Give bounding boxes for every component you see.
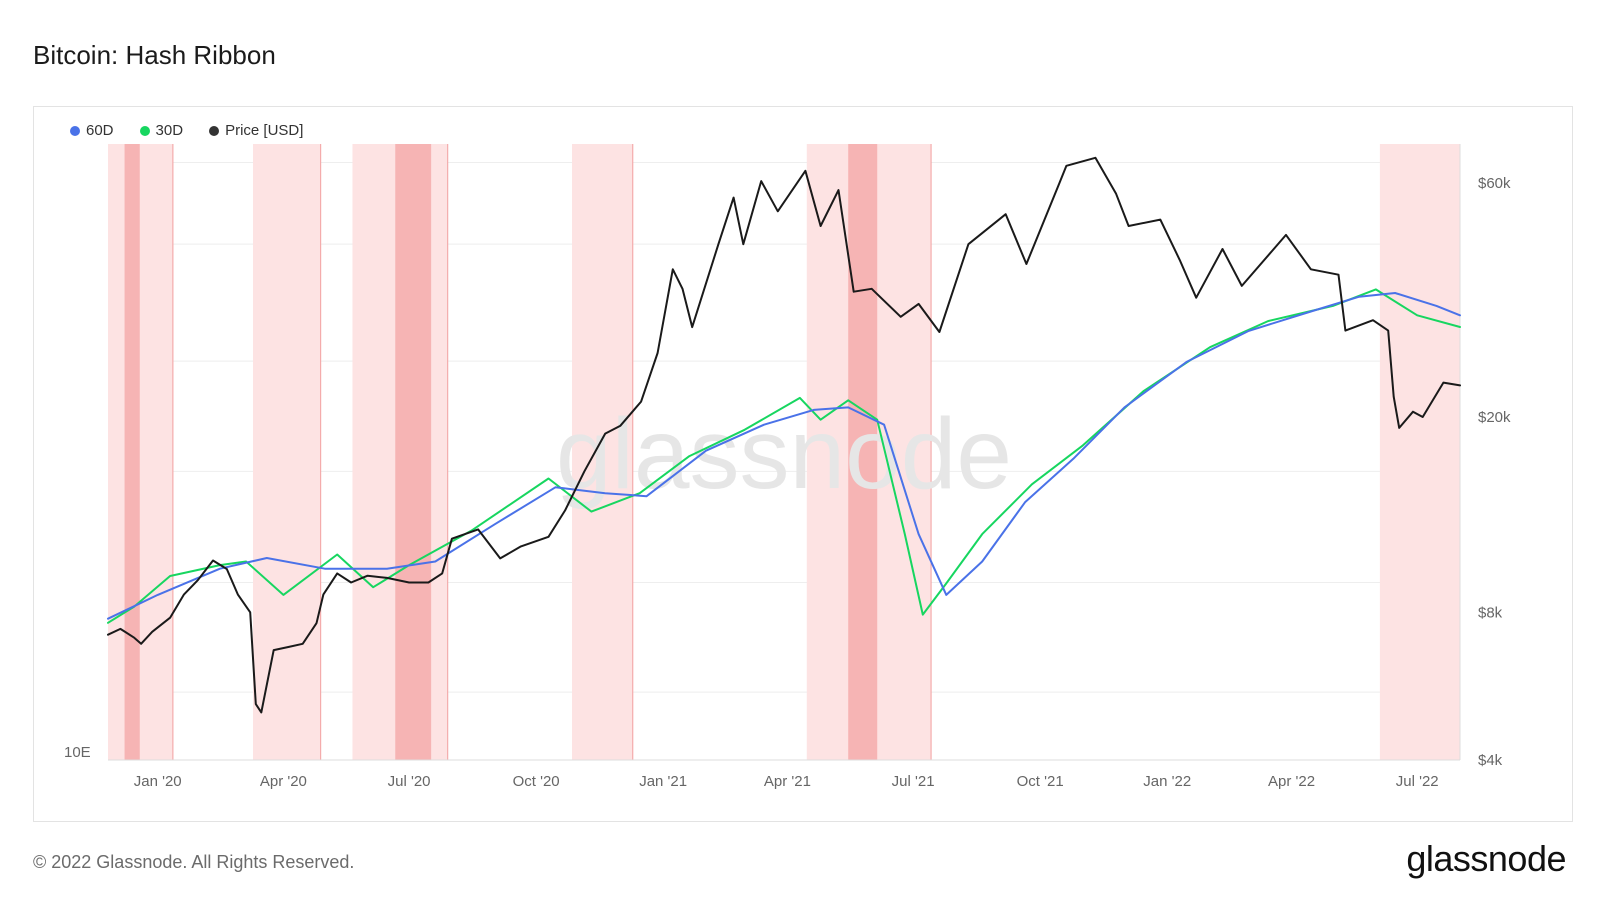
legend-item-price[interactable]: Price [USD] xyxy=(209,122,303,139)
chart-legend: 60D 30D Price [USD] xyxy=(70,122,303,139)
x-tick-label-2: Jul '20 xyxy=(388,773,431,790)
capitulation-band-2 xyxy=(253,144,321,760)
series-line-60d xyxy=(107,292,1461,620)
legend-item-30d[interactable]: 30D xyxy=(139,122,184,139)
x-tick-label-0: Jan '20 xyxy=(134,773,182,790)
page-title: Bitcoin: Hash Ribbon xyxy=(33,40,276,70)
legend-dot-price xyxy=(209,125,220,136)
legend-dot-30d xyxy=(139,125,150,136)
x-tick-label-7: Oct '21 xyxy=(1017,773,1064,790)
x-tick-label-9: Apr '22 xyxy=(1268,773,1315,790)
copyright-text: © 2022 Glassnode. All Rights Reserved. xyxy=(33,852,355,872)
y-tick-label-2: $8k xyxy=(1478,604,1503,621)
watermark-text: glassnode xyxy=(556,398,1012,510)
x-tick-label-6: Jul '21 xyxy=(892,773,935,790)
capitulation-band-1 xyxy=(124,144,140,760)
glassnode-logo[interactable]: glassnode xyxy=(1406,838,1566,879)
capitulation-band-0 xyxy=(108,144,173,760)
capitulation-band-8 xyxy=(1379,144,1460,760)
legend-item-60d[interactable]: 60D xyxy=(70,122,114,139)
x-tick-label-3: Oct '20 xyxy=(513,773,560,790)
x-tick-label-10: Jul '22 xyxy=(1396,773,1439,790)
capitulation-band-4 xyxy=(395,144,432,760)
series-line-price-usd xyxy=(107,156,1461,714)
legend-label-price: Price [USD] xyxy=(225,122,304,139)
legend-label-60d: 60D xyxy=(86,122,114,139)
x-tick-label-4: Jan '21 xyxy=(639,773,687,790)
x-tick-label-5: Apr '21 xyxy=(764,773,811,790)
y-tick-label-0: $60k xyxy=(1478,175,1511,192)
x-tick-label-8: Jan '22 xyxy=(1143,773,1191,790)
x-tick-label-1: Apr '20 xyxy=(260,773,307,790)
series-line-30d xyxy=(107,288,1461,624)
y-tick-label-1: $20k xyxy=(1478,409,1511,426)
y-tick-label-3: $4k xyxy=(1478,752,1503,769)
legend-dot-60d xyxy=(70,125,80,136)
legend-label-30d: 30D xyxy=(155,122,184,139)
left-axis-label: 10E xyxy=(64,744,91,761)
capitulation-band-7 xyxy=(848,144,878,760)
capitulation-band-5 xyxy=(572,144,633,760)
